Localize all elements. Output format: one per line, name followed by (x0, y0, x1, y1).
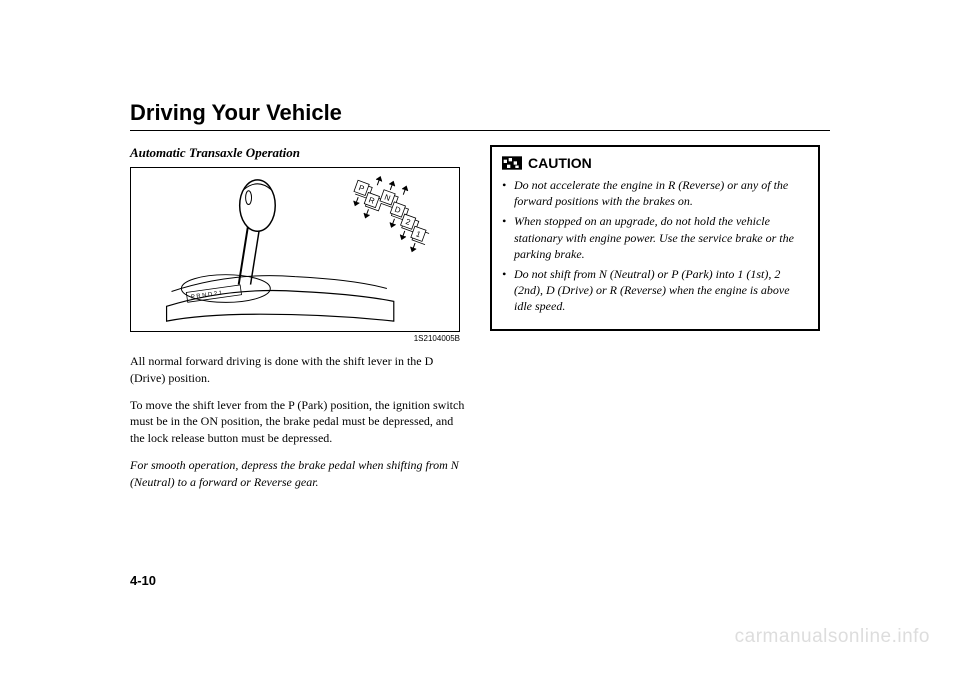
figure-code: 1S2104005B (130, 334, 460, 343)
caution-item-2: When stopped on an upgrade, do not hold … (502, 213, 808, 262)
caution-title: CAUTION (528, 155, 592, 171)
caution-header: CAUTION (502, 155, 808, 171)
caution-icon (502, 156, 522, 170)
content-columns: Automatic Transaxle Operation P R N D 2 … (130, 145, 830, 501)
caution-item-1: Do not accelerate the engine in R (Rever… (502, 177, 808, 209)
shifter-figure: P R N D 2 1 P (130, 167, 460, 332)
caution-box: CAUTION Do not accelerate the engine in … (490, 145, 820, 331)
page-number: 4-10 (130, 573, 156, 588)
paragraph-2: To move the shift lever from the P (Park… (130, 397, 470, 447)
watermark: carmanualsonline.info (735, 626, 930, 648)
paragraph-1: All normal forward driving is done with … (130, 353, 470, 387)
left-column: Automatic Transaxle Operation P R N D 2 … (130, 145, 470, 501)
right-column: CAUTION Do not accelerate the engine in … (490, 145, 830, 501)
caution-list: Do not accelerate the engine in R (Rever… (502, 177, 808, 315)
subsection-title: Automatic Transaxle Operation (130, 145, 470, 161)
page-title: Driving Your Vehicle (130, 100, 830, 131)
shifter-illustration: P R N D 2 1 P (131, 168, 459, 331)
paragraph-3: For smooth operation, depress the brake … (130, 457, 470, 491)
caution-item-3: Do not shift from N (Neutral) or P (Park… (502, 266, 808, 315)
